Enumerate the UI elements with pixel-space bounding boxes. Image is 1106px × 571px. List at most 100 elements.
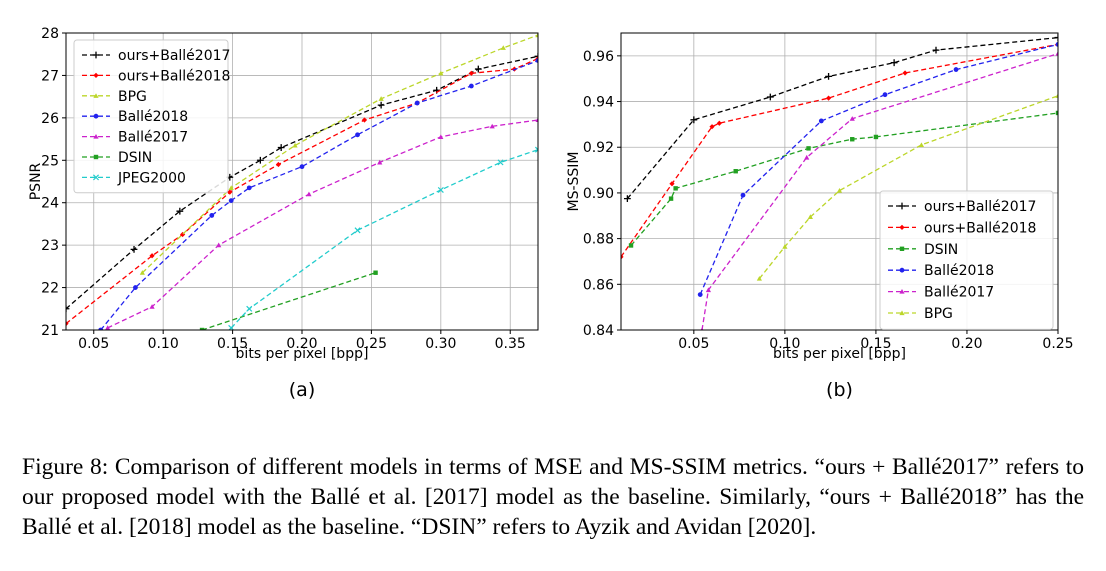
data-point-ours-plus-balle2018 xyxy=(902,70,908,76)
data-point-ours-plus-balle2018 xyxy=(361,117,368,123)
y-tick-label: 0.96 xyxy=(583,49,614,65)
data-point-balle2018 xyxy=(535,58,538,63)
data-point-balle2018 xyxy=(133,285,138,290)
data-point-bpg xyxy=(292,142,298,148)
data-point-dsin xyxy=(873,134,879,140)
data-point-bpg xyxy=(807,214,813,219)
data-point-ours-plus-balle2017 xyxy=(277,144,285,151)
x-tick-label: 0.30 xyxy=(425,336,456,352)
x-tick-label: 0.10 xyxy=(148,336,179,352)
y-tick-label: 27 xyxy=(41,68,59,84)
x-tick-label: 0.25 xyxy=(356,336,387,352)
legend-marker xyxy=(92,51,100,59)
legend-marker xyxy=(93,72,99,78)
legend-item-balle2018: Ballé2018 xyxy=(888,263,994,279)
legend-label: BPG xyxy=(118,89,147,105)
legend: ours+Ballé2017 ours+Ballé2018 DSIN Ballé201… xyxy=(879,190,1054,330)
legend-item-ours-plus-balle2017: ours+Ballé2017 xyxy=(82,48,230,64)
legend-label: ours+Ballé2018 xyxy=(924,220,1036,236)
legend: ours+Ballé2017 ours+Ballé2018 BPG Ballé2018… xyxy=(73,39,230,194)
legend-item-ours-plus-balle2018: ours+Ballé2018 xyxy=(888,220,1036,236)
data-point-ours-plus-balle2018 xyxy=(468,70,474,76)
legend-marker xyxy=(93,93,99,98)
legend-label: JPEG2000 xyxy=(117,170,186,186)
data-point-ours-plus-balle2018 xyxy=(669,181,675,187)
data-point-balle2017 xyxy=(535,117,538,123)
data-point-jpeg2000 xyxy=(437,186,444,194)
series-group xyxy=(66,33,538,330)
data-point-bpg xyxy=(228,185,234,190)
data-point-ours-plus-balle2017 xyxy=(766,93,774,101)
data-point-dsin xyxy=(1055,110,1058,116)
data-point-balle2018 xyxy=(697,292,703,297)
data-point-ours-plus-balle2018 xyxy=(66,321,69,327)
y-tick-label: 0.86 xyxy=(583,277,614,293)
data-point-dsin xyxy=(628,243,634,248)
legend-item-balle2018: Ballé2018 xyxy=(82,109,188,125)
data-point-balle2018 xyxy=(882,92,888,98)
data-point-ours-plus-balle2018 xyxy=(227,189,233,195)
series-line-bpg xyxy=(758,95,1058,280)
data-point-balle2017 xyxy=(216,242,222,248)
legend-item-ours-plus-balle2018: ours+Ballé2018 xyxy=(82,68,230,84)
legend-marker xyxy=(899,246,905,251)
series-line-balle2018 xyxy=(699,43,1058,295)
data-point-ours-plus-balle2018 xyxy=(275,161,281,168)
data-point-ours-plus-balle2017 xyxy=(130,245,138,253)
series-line-ours-plus-balle2017 xyxy=(626,36,1058,200)
data-point-bpg xyxy=(378,96,384,101)
legend-label: Ballé2017 xyxy=(924,285,994,301)
data-point-balle2017 xyxy=(1055,50,1058,56)
x-tick-label: 0.05 xyxy=(78,336,109,352)
data-point-balle2018 xyxy=(228,198,234,203)
y-tick-label: 28 xyxy=(41,26,59,42)
legend-item-bpg: BPG xyxy=(888,306,953,322)
x-axis-label: bits per pixel [bpp] xyxy=(236,346,369,362)
chart-psnr: 0.05 0.10 0.15 0.20 0.25 0.30 0.35 21 22 23 24 25 26… xyxy=(28,26,539,401)
data-point-ours-plus-balle2018 xyxy=(716,120,722,126)
data-point-balle2018 xyxy=(414,100,420,106)
plot-frame xyxy=(620,32,1059,331)
data-point-balle2017 xyxy=(149,304,155,309)
x-tick-label: 0.15 xyxy=(217,336,248,352)
legend-label: DSIN xyxy=(118,150,152,166)
legend-marker xyxy=(93,113,99,119)
data-point-dsin xyxy=(668,196,674,201)
data-point-ours-plus-balle2018 xyxy=(621,254,624,260)
data-point-bpg xyxy=(438,70,444,76)
data-point-balle2017 xyxy=(804,154,810,160)
data-point-ours-plus-balle2017 xyxy=(474,65,482,73)
data-point-bpg xyxy=(836,188,843,193)
data-point-ours-plus-balle2018 xyxy=(149,253,155,259)
series-group xyxy=(621,34,1058,330)
figure-caption: Figure 8: Comparison of different models… xyxy=(22,453,1084,540)
legend-item-balle2017: Ballé2017 xyxy=(888,285,994,301)
x-tick-label: 0.20 xyxy=(951,336,982,352)
x-tick-label: 0.15 xyxy=(860,336,891,352)
data-point-bpg xyxy=(500,45,506,50)
y-tick-label: 22 xyxy=(41,281,59,297)
data-point-bpg xyxy=(535,33,538,38)
data-point-ours-plus-balle2017 xyxy=(825,73,832,80)
data-point-balle2018 xyxy=(468,83,474,89)
data-point-balle2017 xyxy=(700,327,704,330)
data-point-jpeg2000 xyxy=(354,227,361,234)
data-point-dsin xyxy=(733,169,738,174)
data-point-balle2017 xyxy=(849,116,855,121)
legend-label: Ballé2018 xyxy=(924,263,994,279)
x-tick-label: 0.35 xyxy=(495,336,526,352)
data-point-bpg xyxy=(782,244,788,249)
y-tick-label: 0.90 xyxy=(583,186,614,202)
data-point-balle2018 xyxy=(246,185,252,191)
data-point-balle2017 xyxy=(438,134,444,140)
data-point-ours-plus-balle2017 xyxy=(377,101,385,109)
data-point-ours-plus-balle2017 xyxy=(690,116,698,124)
legend-item-bpg: BPG xyxy=(82,89,147,105)
data-point-jpeg2000 xyxy=(534,146,538,153)
legend-item-dsin: DSIN xyxy=(82,150,152,166)
data-point-ours-plus-balle2017 xyxy=(176,207,184,215)
data-point-balle2017 xyxy=(489,123,495,129)
legend-label: Ballé2017 xyxy=(118,130,188,146)
data-point-ours-plus-balle2017 xyxy=(932,46,940,54)
legend-item-balle2017: Ballé2017 xyxy=(82,130,188,146)
